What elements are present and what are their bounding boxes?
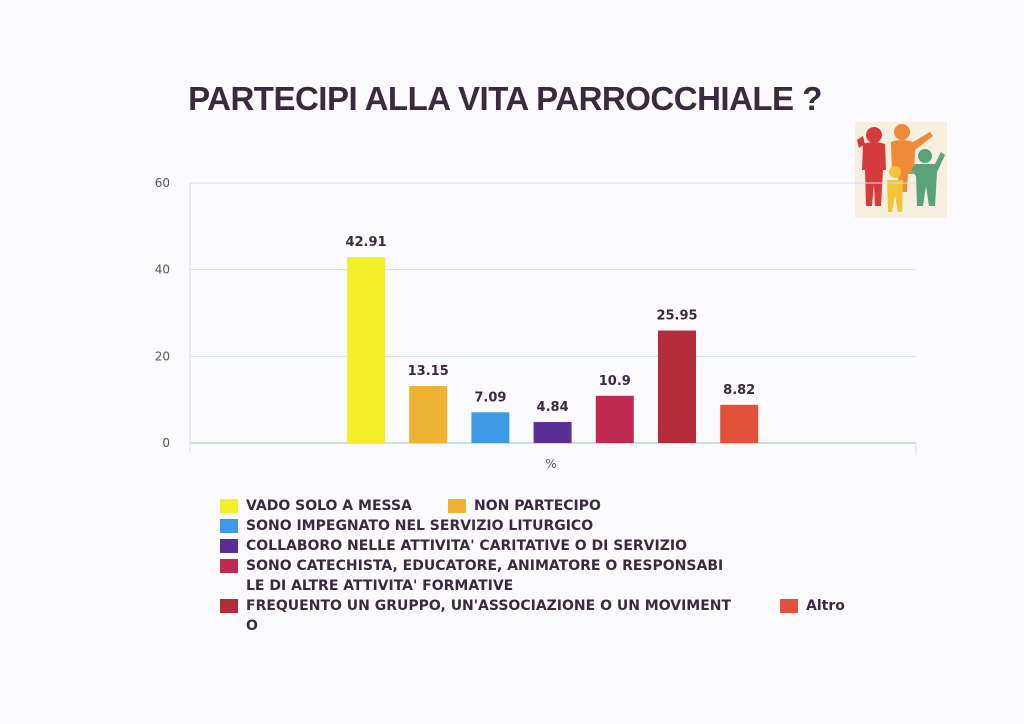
data-label: 13.15 (408, 364, 449, 379)
legend-swatch (220, 559, 238, 573)
legend-label: VADO SOLO A MESSA (246, 498, 412, 514)
data-label: 10.9 (599, 374, 631, 389)
x-axis-label: % (545, 457, 556, 471)
legend-swatch (448, 499, 466, 513)
bar (658, 330, 696, 443)
bars (347, 257, 759, 443)
y-tick-label: 0 (162, 436, 170, 450)
legend-label: COLLABORO NELLE ATTIVITA' CARITATIVE O D… (246, 538, 687, 554)
data-label: 7.09 (474, 390, 506, 405)
bar (720, 404, 759, 443)
legend-label: SONO IMPEGNATO NEL SERVIZIO LITURGICO (246, 518, 594, 534)
value-labels: 42.91 13.15 7.09 4.84 10.9 25.95 8.82 (345, 235, 755, 415)
data-label: 25.95 (656, 309, 697, 324)
legend-swatch (220, 539, 238, 553)
legend-row: O (220, 616, 880, 636)
bar (409, 386, 448, 443)
bar (347, 257, 385, 443)
legend-swatch (220, 499, 238, 513)
legend-label-continued: LE DI ALTRE ATTIVITA' FORMATIVE (246, 578, 514, 594)
legend-label: FREQUENTO UN GRUPPO, UN'ASSOCIAZIONE O U… (246, 598, 732, 614)
legend-swatch (780, 599, 798, 613)
legend-row: SONO IMPEGNATO NEL SERVIZIO LITURGICO (220, 516, 880, 536)
data-label: 42.91 (345, 235, 386, 250)
legend-label: NON PARTECIPO (474, 498, 601, 514)
family-icon (855, 122, 947, 218)
legend-row: SONO CATECHISTA, EDUCATORE, ANIMATORE O … (220, 556, 880, 576)
data-label: 8.82 (723, 383, 755, 398)
legend-row: FREQUENTO UN GRUPPO, UN'ASSOCIAZIONE O U… (220, 596, 880, 616)
legend-label: SONO CATECHISTA, EDUCATORE, ANIMATORE O … (246, 558, 724, 574)
bar (533, 422, 572, 443)
legend: VADO SOLO A MESSA NON PARTECIPO SONO IMP… (220, 496, 880, 636)
legend-row: COLLABORO NELLE ATTIVITA' CARITATIVE O D… (220, 536, 880, 556)
legend-row: LE DI ALTRE ATTIVITA' FORMATIVE (220, 576, 880, 596)
gridlines: 0 20 40 60 (155, 176, 917, 455)
chart-title: PARTECIPI ALLA VITA PARROCCHIALE ? (188, 80, 822, 117)
legend-label: Altro (806, 598, 845, 614)
y-tick-label: 20 (155, 349, 170, 363)
data-label: 4.84 (537, 400, 569, 415)
bar (471, 412, 510, 443)
legend-swatch (220, 599, 238, 613)
y-tick-label: 40 (155, 263, 170, 277)
legend-row: VADO SOLO A MESSA NON PARTECIPO (220, 496, 880, 516)
y-tick-label: 60 (155, 176, 170, 190)
legend-swatch (220, 519, 238, 533)
bar (595, 395, 634, 443)
legend-label-continued: O (246, 618, 258, 634)
